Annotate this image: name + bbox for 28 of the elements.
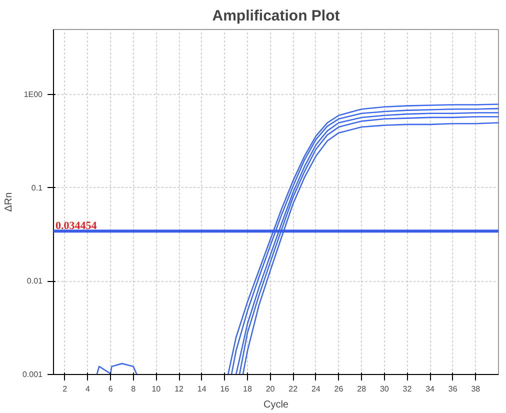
x-tick-label: 22 <box>288 384 298 394</box>
x-tick-label: 32 <box>402 384 412 394</box>
line-series <box>96 362 138 374</box>
chart-title: Amplification Plot <box>212 8 340 24</box>
y-tick-label: 0.01 <box>26 276 44 286</box>
x-tick-label: 18 <box>243 384 252 394</box>
x-tick-label: 14 <box>197 384 207 394</box>
x-tick-label: 2 <box>62 384 68 394</box>
x-tick-label: 28 <box>357 384 367 394</box>
x-tick-label: 12 <box>174 384 184 394</box>
x-tick-label: 10 <box>152 384 162 394</box>
y-tick-label: 0.001 <box>22 370 44 379</box>
x-tick-label: 16 <box>220 384 230 394</box>
y-axis-title: ΔRn <box>3 192 14 212</box>
x-tick-label: 30 <box>380 384 390 394</box>
y-tick-label: 0.1 <box>31 183 44 192</box>
x-axis-title: Cycle <box>264 400 289 410</box>
x-tick-label: 4 <box>86 384 91 394</box>
x-tick-label: 8 <box>131 384 136 394</box>
x-tick-label: 34 <box>426 384 436 394</box>
x-tick-label: 24 <box>311 384 321 394</box>
x-tick-label: 38 <box>471 384 481 394</box>
x-tick-label: 26 <box>334 384 344 394</box>
x-tick-label: 36 <box>448 384 458 394</box>
x-tick-label: 6 <box>108 384 114 394</box>
y-tick-label: 1E00 <box>24 90 44 100</box>
x-tick-label: 20 <box>266 384 276 394</box>
ref-line-label: 0.034454 <box>56 220 98 232</box>
